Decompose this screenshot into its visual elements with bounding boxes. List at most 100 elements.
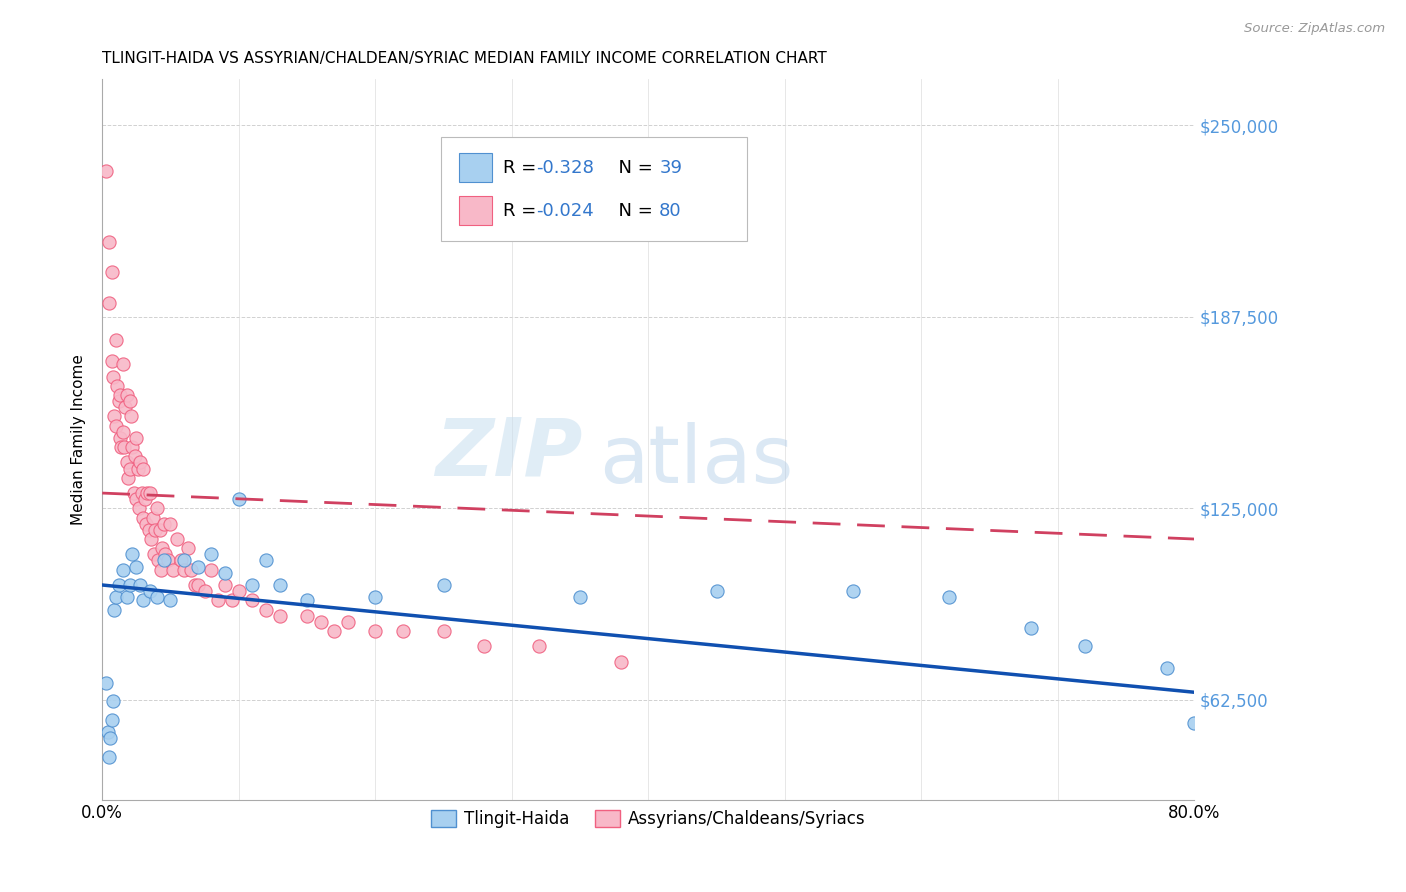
Point xyxy=(180,563,202,577)
Point xyxy=(108,431,131,445)
Point xyxy=(101,694,124,708)
Point xyxy=(391,624,413,638)
Point xyxy=(107,578,129,592)
Text: TLINGIT-HAIDA VS ASSYRIAN/CHALDEAN/SYRIAC MEDIAN FAMILY INCOME CORRELATION CHART: TLINGIT-HAIDA VS ASSYRIAN/CHALDEAN/SYRIA… xyxy=(103,51,827,66)
Text: R =: R = xyxy=(503,202,543,219)
Point xyxy=(131,486,153,500)
Point xyxy=(101,369,124,384)
Point xyxy=(121,547,143,561)
Point xyxy=(254,553,277,567)
Point xyxy=(112,440,135,454)
Point xyxy=(323,624,346,638)
Point xyxy=(159,516,181,531)
Point xyxy=(527,640,550,654)
Point xyxy=(132,593,155,607)
Point xyxy=(269,608,291,623)
Point xyxy=(132,461,155,475)
Point xyxy=(142,510,165,524)
Point xyxy=(1156,661,1178,675)
Point xyxy=(254,602,277,616)
Point xyxy=(135,516,157,531)
Point xyxy=(228,584,250,599)
Point xyxy=(170,553,193,567)
Point xyxy=(103,602,125,616)
Point xyxy=(118,394,141,409)
Point xyxy=(200,563,222,577)
Point xyxy=(364,624,387,638)
Point xyxy=(148,553,170,567)
Point xyxy=(569,591,592,605)
Point xyxy=(98,235,121,249)
Text: atlas: atlas xyxy=(599,422,793,500)
Point xyxy=(364,591,387,605)
Point xyxy=(121,440,143,454)
Point xyxy=(295,593,318,607)
Point xyxy=(152,516,174,531)
Point xyxy=(173,553,195,567)
Point xyxy=(132,510,155,524)
Point xyxy=(156,553,179,567)
Point xyxy=(108,388,131,402)
FancyBboxPatch shape xyxy=(460,153,492,182)
Point xyxy=(221,593,243,607)
Point xyxy=(295,608,318,623)
Point xyxy=(124,450,146,464)
Point xyxy=(187,559,209,574)
Text: 39: 39 xyxy=(659,159,682,177)
Point xyxy=(111,563,134,577)
Point xyxy=(145,523,167,537)
Text: R =: R = xyxy=(503,159,543,177)
Point xyxy=(200,547,222,561)
Text: Source: ZipAtlas.com: Source: ZipAtlas.com xyxy=(1244,22,1385,36)
Y-axis label: Median Family Income: Median Family Income xyxy=(72,354,86,524)
Point xyxy=(159,593,181,607)
Point xyxy=(474,640,496,654)
Point xyxy=(138,523,160,537)
Point xyxy=(1074,640,1097,654)
Point xyxy=(122,486,145,500)
Point xyxy=(114,401,136,415)
Point xyxy=(115,591,138,605)
Point xyxy=(127,461,149,475)
Point xyxy=(610,655,633,669)
Point xyxy=(104,333,127,347)
Point xyxy=(146,591,169,605)
Point xyxy=(432,578,454,592)
Legend: Tlingit-Haida, Assyrians/Chaldeans/Syriacs: Tlingit-Haida, Assyrians/Chaldeans/Syria… xyxy=(425,803,872,834)
Point xyxy=(139,584,162,599)
Point xyxy=(177,541,200,556)
Point xyxy=(148,523,170,537)
Point xyxy=(842,584,865,599)
Point xyxy=(129,455,152,469)
Point xyxy=(100,713,122,727)
Point xyxy=(173,563,195,577)
Point xyxy=(214,566,236,580)
Text: N =: N = xyxy=(607,159,658,177)
Point xyxy=(706,584,728,599)
Point xyxy=(104,418,127,433)
Point xyxy=(214,578,236,592)
Point xyxy=(103,409,125,424)
Point xyxy=(336,615,359,629)
Point xyxy=(184,578,207,592)
Point xyxy=(152,553,174,567)
Point xyxy=(100,265,122,279)
Point xyxy=(136,486,159,500)
Point xyxy=(128,501,150,516)
Point xyxy=(125,492,148,507)
Point xyxy=(228,492,250,507)
Text: 80: 80 xyxy=(659,202,682,219)
Point xyxy=(104,591,127,605)
Point xyxy=(139,486,162,500)
Point xyxy=(96,164,118,178)
FancyBboxPatch shape xyxy=(441,137,747,242)
Text: -0.328: -0.328 xyxy=(536,159,593,177)
Point xyxy=(149,563,172,577)
Point xyxy=(166,532,188,546)
Point xyxy=(207,593,229,607)
Text: ZIP: ZIP xyxy=(436,415,582,493)
Text: N =: N = xyxy=(607,202,658,219)
Point xyxy=(432,624,454,638)
Point xyxy=(938,591,960,605)
Point xyxy=(118,578,141,592)
